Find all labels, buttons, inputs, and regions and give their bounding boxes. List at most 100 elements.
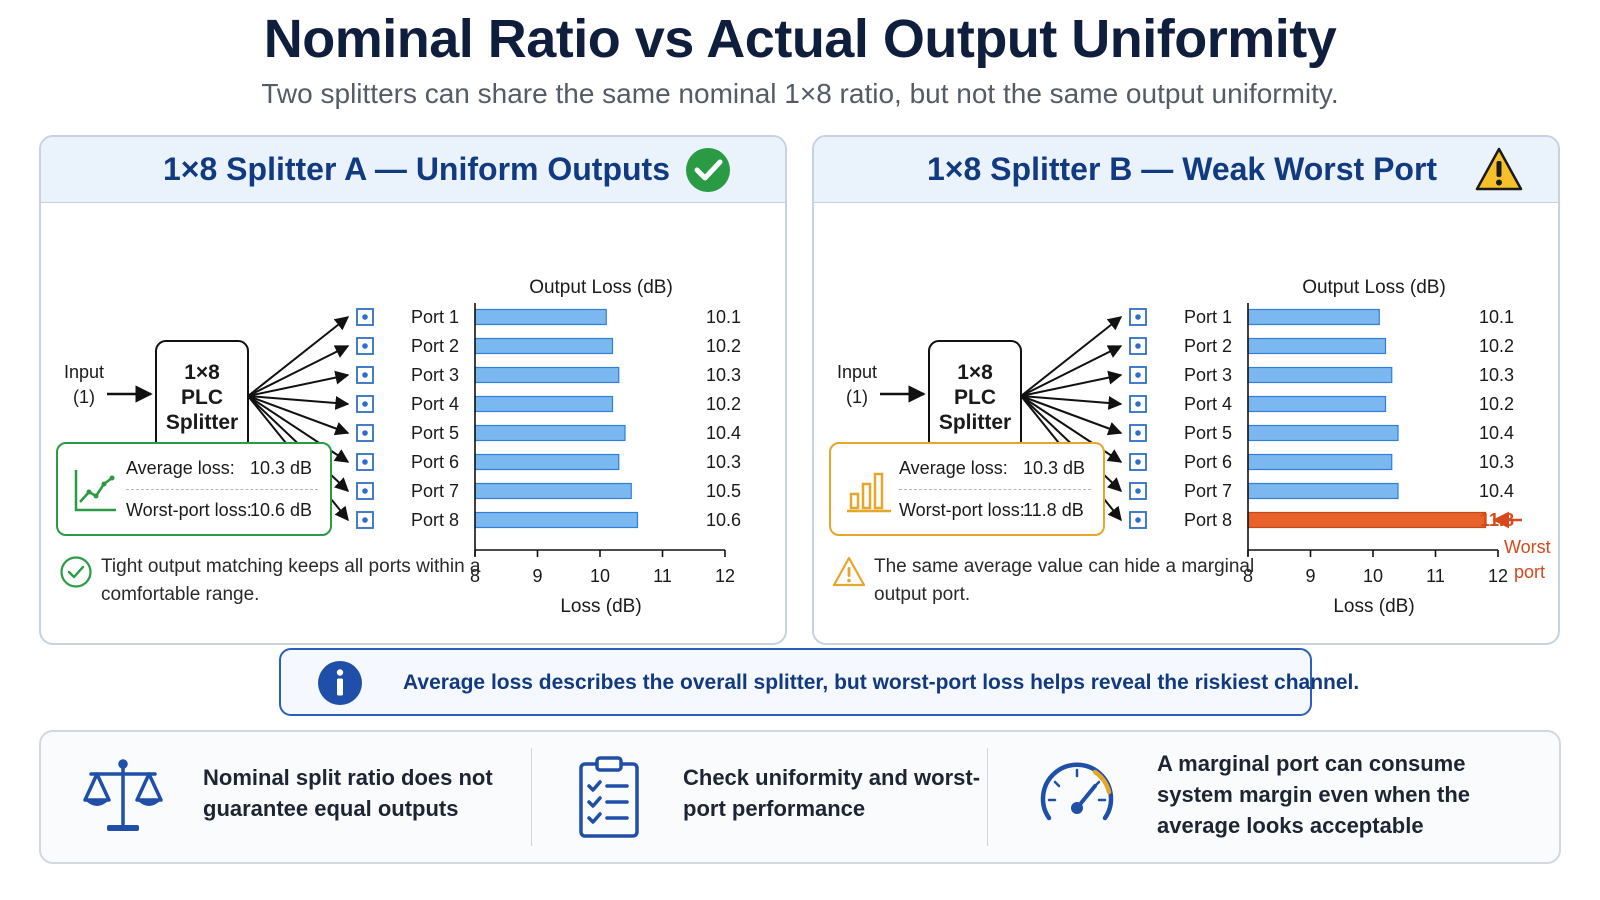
divider bbox=[531, 748, 532, 846]
port-terminal-dot bbox=[1135, 517, 1141, 523]
bar bbox=[474, 453, 620, 471]
worst-port-annotation: Worst bbox=[1504, 537, 1551, 557]
average-loss-row: Average loss: 10.3 dB bbox=[899, 458, 1085, 479]
value-label: 10.6 bbox=[706, 510, 741, 530]
output-arrow bbox=[1020, 395, 1123, 410]
bar bbox=[474, 337, 614, 355]
panel-header: 1×8 Splitter B — Weak Worst Port bbox=[814, 137, 1558, 203]
x-tick-label: 9 bbox=[532, 566, 542, 586]
splitter-label: 1×8 bbox=[184, 361, 220, 384]
bar bbox=[474, 395, 614, 413]
bar bbox=[474, 424, 626, 442]
value-label: 10.2 bbox=[706, 394, 741, 414]
bar bbox=[1247, 424, 1399, 442]
note-text: Tight output matching keeps all ports wi… bbox=[101, 556, 481, 605]
worst-port-loss-value: 11.8 dB bbox=[1023, 500, 1084, 520]
info-banner: Average loss describes the overall split… bbox=[279, 648, 1359, 716]
bar bbox=[1247, 308, 1380, 326]
port-terminal-dot bbox=[362, 314, 368, 320]
port-terminal-dot bbox=[362, 401, 368, 407]
input-label: Input bbox=[64, 362, 104, 382]
warning-triangle-icon bbox=[1475, 147, 1523, 191]
output-arrow bbox=[247, 395, 350, 436]
x-axis-label: Loss (dB) bbox=[560, 596, 641, 617]
average-loss-label: Average loss: bbox=[126, 458, 235, 478]
bar bbox=[474, 366, 620, 384]
port-label: Port 3 bbox=[411, 365, 459, 385]
port-label: Port 1 bbox=[1184, 307, 1232, 327]
divider bbox=[899, 489, 1091, 490]
summary-box: Average loss: 10.3 dB Worst-port loss:10.… bbox=[56, 442, 332, 536]
average-loss-row: Average loss: 10.3 dB bbox=[126, 458, 312, 479]
x-tick-label: 11 bbox=[653, 566, 672, 586]
summary-box: Average loss: 10.3 dB Worst-port loss:11.… bbox=[829, 442, 1105, 536]
bar-chart-icon bbox=[847, 472, 891, 513]
bar bbox=[1247, 366, 1393, 384]
takeaway-item: Check uniformity and worst-port performa… bbox=[531, 732, 987, 862]
value-label: 10.1 bbox=[706, 307, 741, 327]
panel-title: 1×8 Splitter B — Weak Worst Port bbox=[927, 151, 1438, 187]
check-circle-icon bbox=[686, 148, 730, 192]
output-arrow bbox=[247, 316, 350, 397]
value-label: 10.3 bbox=[1479, 452, 1514, 472]
output-arrow bbox=[247, 370, 350, 397]
splitter-label: Splitter bbox=[939, 411, 1011, 434]
port-label: Port 6 bbox=[411, 452, 459, 472]
worst-port-annotation: port bbox=[1514, 562, 1545, 582]
divider bbox=[987, 748, 988, 846]
port-label: Port 1 bbox=[411, 307, 459, 327]
bar bbox=[474, 511, 639, 529]
panel-note: The same average value can hide a margin… bbox=[832, 553, 1272, 609]
output-arrow bbox=[1020, 316, 1123, 397]
takeaways-strip: Nominal split ratio does not guarantee e… bbox=[39, 730, 1561, 864]
bar-worst-port bbox=[1247, 511, 1487, 529]
port-label: Port 5 bbox=[1184, 423, 1232, 443]
gauge-icon bbox=[1040, 762, 1114, 821]
port-terminal-dot bbox=[362, 343, 368, 349]
bar bbox=[474, 482, 632, 500]
value-label: 10.3 bbox=[1479, 365, 1514, 385]
panel-title: 1×8 Splitter A — Uniform Outputs bbox=[163, 151, 670, 187]
output-arrow bbox=[247, 345, 350, 397]
value-label: 10.3 bbox=[706, 452, 741, 472]
panel-splitter-a: 1×8 Splitter A — Uniform Outputs Input (1… bbox=[39, 135, 787, 645]
port-terminal-dot bbox=[1135, 372, 1141, 378]
port-terminal-dot bbox=[362, 488, 368, 494]
average-loss-label: Average loss: bbox=[899, 458, 1008, 478]
port-label: Port 4 bbox=[1184, 394, 1232, 414]
x-tick-label: 11 bbox=[1426, 566, 1445, 586]
port-terminal-dot bbox=[1135, 343, 1141, 349]
input-label: (1) bbox=[73, 387, 95, 407]
bar bbox=[474, 308, 607, 326]
average-loss-value: 10.3 dB bbox=[1023, 458, 1086, 478]
worst-port-loss-label: Worst-port loss: bbox=[899, 500, 1025, 520]
balance-scale-icon bbox=[83, 759, 163, 831]
port-terminal-dot bbox=[1135, 314, 1141, 320]
check-circle-outline-icon bbox=[60, 556, 92, 588]
port-label: Port 7 bbox=[411, 481, 459, 501]
panel-note: Tight output matching keeps all ports wi… bbox=[59, 553, 499, 609]
port-terminal-dot bbox=[1135, 430, 1141, 436]
note-text: The same average value can hide a margin… bbox=[874, 556, 1255, 605]
port-terminal-dot bbox=[362, 430, 368, 436]
value-label: 10.4 bbox=[1479, 481, 1514, 501]
banner-text: Average loss describes the overall split… bbox=[403, 671, 1360, 694]
value-label: 10.5 bbox=[706, 481, 741, 501]
clipboard-checklist-icon bbox=[579, 756, 639, 838]
info-circle-icon bbox=[318, 661, 362, 705]
page-subtitle: Two splitters can share the same nominal… bbox=[261, 78, 1339, 109]
x-tick-label: 12 bbox=[715, 566, 735, 586]
port-terminal-dot bbox=[362, 517, 368, 523]
bar bbox=[1247, 482, 1399, 500]
takeaway-text: A marginal port can consume system margi… bbox=[1157, 751, 1470, 838]
takeaway-item: A marginal port can consume system margi… bbox=[987, 732, 1563, 862]
x-tick-label: 9 bbox=[1305, 566, 1315, 586]
bar bbox=[1247, 453, 1393, 471]
value-label: 10.1 bbox=[1479, 307, 1514, 327]
splitter-label: Splitter bbox=[166, 411, 238, 434]
panel-header: 1×8 Splitter A — Uniform Outputs bbox=[41, 137, 785, 203]
x-tick-label: 12 bbox=[1488, 566, 1508, 586]
output-arrow bbox=[247, 395, 350, 410]
average-loss-value: 10.3 dB bbox=[250, 458, 313, 478]
